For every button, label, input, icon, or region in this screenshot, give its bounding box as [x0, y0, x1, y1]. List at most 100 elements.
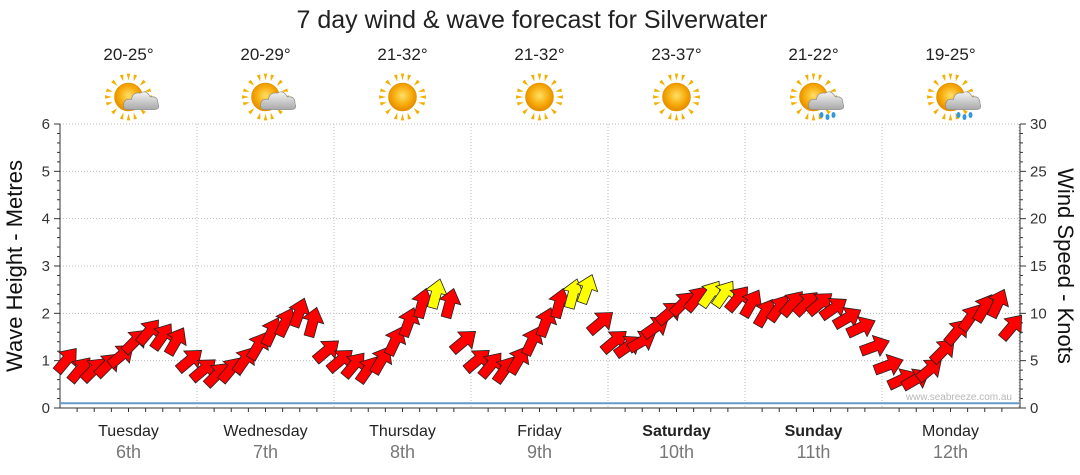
- wind-arrow-shape: [288, 297, 311, 329]
- wind-arrow-shape: [561, 278, 585, 310]
- wind-arrow: [697, 280, 721, 310]
- wind-arrow: [858, 334, 890, 358]
- day-label: Wednesday: [223, 423, 307, 440]
- wind-arrow-shape: [845, 316, 876, 339]
- wind-arrow-shape: [872, 353, 904, 376]
- wind-arrow: [438, 287, 462, 320]
- wind-arrow-shape: [697, 280, 721, 310]
- wind-arrow-shape: [986, 288, 1009, 320]
- left-tick-label: 3: [42, 258, 50, 275]
- sunny-icon: [515, 73, 564, 121]
- day-label: Thursday: [369, 423, 436, 440]
- left-tick-label: 1: [42, 353, 50, 370]
- wind-arrow: [997, 314, 1023, 343]
- wind-arrow-shape: [174, 349, 203, 375]
- right-tick-label: 10: [1030, 305, 1047, 322]
- sun-shape: [652, 73, 701, 121]
- wind-arrow: [831, 307, 862, 330]
- right-tick-label: 0: [1030, 400, 1038, 417]
- wind-arrow-shape: [831, 307, 862, 330]
- sunny-icon: [652, 73, 701, 121]
- wind-arrow-shape: [301, 306, 325, 339]
- wind-arrow-shape: [424, 278, 448, 310]
- wind-arrow: [52, 347, 77, 376]
- weather-row: 20-25° 20-29° 21-32° 21-32° 23-37° 21-22° 19-2…: [103, 45, 982, 121]
- wind-arrow: [288, 297, 311, 329]
- rain-drop: [968, 112, 973, 118]
- wind-arrow-shape: [914, 359, 942, 384]
- wind-arrow: [448, 330, 477, 356]
- wind-arrow: [986, 288, 1009, 320]
- rain-drop: [831, 112, 836, 118]
- right-axis-title: Wind Speed - Knots: [1053, 168, 1078, 364]
- wind-arrow: [369, 346, 393, 376]
- right-tick-label: 30: [1030, 116, 1047, 133]
- showers-icon: [926, 73, 982, 121]
- wind-arrow: [845, 316, 876, 339]
- date-label: 12th: [933, 442, 968, 462]
- wind-arrow: [928, 339, 955, 366]
- wind-arrow: [506, 346, 530, 376]
- wind-arrow: [174, 349, 203, 375]
- wind-arrow: [585, 312, 614, 337]
- wind-arrow-shape: [52, 347, 77, 376]
- wind-arrow: [739, 289, 763, 320]
- wind-arrow: [599, 330, 627, 356]
- partly-cloudy-icon: [104, 73, 160, 121]
- wind-arrow-shape: [804, 293, 833, 318]
- temperature-range: 21-22°: [788, 45, 838, 64]
- temperature-range: 23-37°: [651, 45, 701, 64]
- right-axis-ticks: 0 5 10 15 20 25 30: [1020, 116, 1047, 417]
- wind-arrow: [914, 359, 942, 384]
- date-label: 10th: [659, 442, 694, 462]
- rain-drop: [819, 112, 824, 118]
- left-axis-title: Wave Height - Metres: [2, 160, 27, 372]
- chart-title: 7 day wind & wave forecast for Silverwat…: [296, 6, 767, 34]
- temperature-range: 19-25°: [925, 45, 975, 64]
- wind-arrow-shape: [448, 330, 477, 356]
- date-label: 8th: [390, 442, 415, 462]
- partly-cloudy-icon: [241, 73, 297, 121]
- temperature-range: 20-29°: [240, 45, 290, 64]
- sun-shape: [378, 73, 427, 121]
- wind-arrow: [424, 278, 448, 310]
- wind-arrow-shape: [599, 330, 627, 356]
- wind-arrow-shape: [438, 287, 462, 320]
- wind-arrow: [872, 353, 904, 376]
- wind-arrow-shape: [858, 334, 890, 358]
- wind-arrow: [576, 274, 599, 306]
- left-tick-label: 4: [42, 211, 50, 228]
- sun-shape: [515, 73, 564, 121]
- temperature-range: 20-25°: [103, 45, 153, 64]
- wind-arrows: [52, 274, 1023, 392]
- wind-arrow: [311, 340, 340, 365]
- day-label: Sunday: [785, 423, 843, 440]
- wind-arrow: [561, 278, 585, 310]
- wind-arrow-shape: [585, 312, 614, 337]
- day-label: Saturday: [642, 423, 711, 440]
- wind-arrow-shape: [739, 289, 763, 320]
- day-label: Friday: [517, 423, 561, 440]
- showers-icon: [789, 73, 845, 121]
- left-tick-label: 6: [42, 116, 50, 133]
- left-tick-label: 2: [42, 305, 50, 322]
- wind-arrow-shape: [576, 274, 599, 306]
- wind-arrow-shape: [928, 339, 955, 366]
- watermark: www.seabreeze.com.au: [905, 392, 1012, 403]
- wind-arrow-shape: [506, 346, 530, 376]
- grid-lines: [60, 123, 1020, 412]
- left-tick-label: 0: [42, 400, 50, 417]
- date-label: 7th: [253, 442, 278, 462]
- left-tick-label: 5: [42, 163, 50, 180]
- sunny-icon: [378, 73, 427, 121]
- left-axis-ticks: 0 1 2 3 4 5 6: [42, 116, 60, 417]
- wind-arrow: [804, 293, 833, 318]
- date-label: 9th: [527, 442, 552, 462]
- day-labels: Tuesday 6th Wednesday 7th Thursday 8th Friday 9…: [98, 423, 979, 462]
- right-tick-label: 5: [1030, 353, 1038, 370]
- wind-arrow-shape: [369, 346, 393, 376]
- right-tick-label: 20: [1030, 211, 1047, 228]
- right-tick-label: 15: [1030, 258, 1047, 275]
- right-tick-label: 25: [1030, 163, 1047, 180]
